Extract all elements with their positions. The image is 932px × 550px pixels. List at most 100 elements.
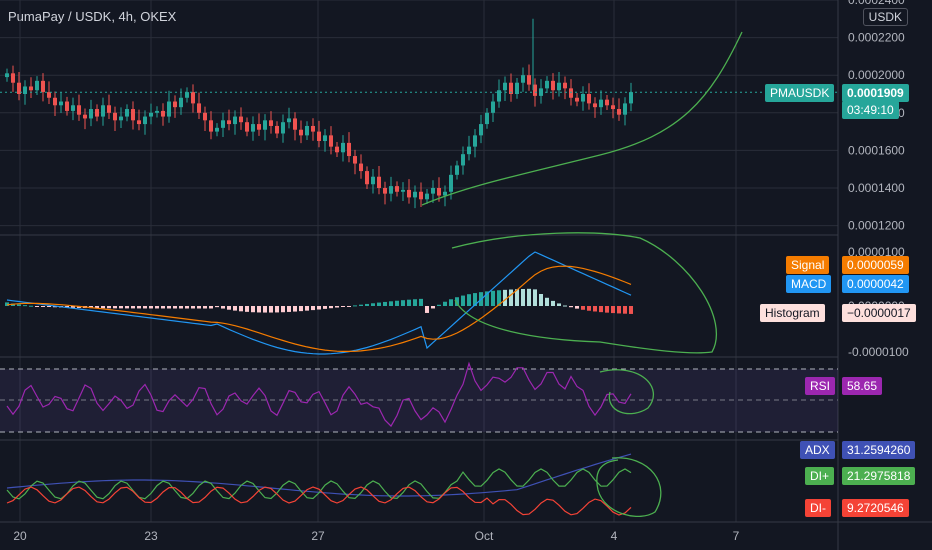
macd-histogram-bar bbox=[419, 298, 423, 306]
macd-histogram-bar bbox=[509, 289, 513, 306]
candle-body bbox=[125, 109, 129, 117]
candle-body bbox=[263, 120, 267, 130]
macd-histogram-bar bbox=[167, 306, 171, 309]
macd-histogram-bar bbox=[521, 289, 525, 306]
price-tick-label: 0.0001600 bbox=[848, 143, 905, 157]
macd-histogram-bar bbox=[257, 306, 261, 313]
rsi-value: 58.65 bbox=[842, 377, 883, 395]
macd-histogram-bar bbox=[71, 306, 75, 308]
di-plus-value: 21.2975818 bbox=[842, 467, 916, 485]
candle-body bbox=[395, 186, 399, 192]
price-tick-label: 0.0002400 bbox=[848, 0, 905, 7]
candle-body bbox=[503, 82, 507, 91]
candle-body bbox=[557, 82, 561, 91]
macd-histogram-bar bbox=[215, 306, 219, 308]
candle-body bbox=[77, 105, 81, 115]
candle-body bbox=[215, 127, 219, 132]
macd-histogram-bar bbox=[617, 306, 621, 314]
macd-histogram-bar bbox=[137, 306, 141, 309]
candle-body bbox=[527, 75, 531, 85]
candle-body bbox=[293, 118, 297, 130]
macd-histogram-bar bbox=[623, 306, 627, 314]
candle-body bbox=[137, 120, 141, 125]
signal-value: 0.0000059 bbox=[842, 256, 909, 274]
macd-histogram-bar bbox=[425, 306, 429, 313]
candle-body bbox=[173, 101, 177, 108]
price-tick-label: 0.0001200 bbox=[848, 219, 905, 233]
price-tick-label: 0.0002200 bbox=[848, 31, 905, 45]
candle-body bbox=[41, 80, 45, 93]
macd-histogram-bar bbox=[221, 306, 225, 309]
macd-histogram-bar bbox=[185, 306, 189, 309]
macd-histogram-bar bbox=[23, 305, 27, 307]
annotation-circle-rsi bbox=[599, 369, 654, 415]
candle-body bbox=[551, 80, 555, 91]
macd-histogram-bar bbox=[113, 306, 117, 309]
candle-body bbox=[425, 193, 429, 200]
candle-body bbox=[167, 101, 171, 117]
candle-body bbox=[179, 97, 183, 108]
candle-body bbox=[257, 124, 261, 130]
time-tick-label: 27 bbox=[311, 529, 325, 543]
candle-body bbox=[251, 124, 255, 132]
candle-body bbox=[269, 120, 273, 126]
macd-histogram-bar bbox=[413, 299, 417, 306]
macd-histogram-bar bbox=[389, 301, 393, 306]
macd-histogram-bar bbox=[203, 306, 207, 309]
candle-body bbox=[89, 109, 93, 119]
candle-body bbox=[461, 154, 465, 166]
macd-histogram-bar bbox=[365, 303, 369, 306]
macd-histogram-bar bbox=[47, 306, 51, 307]
candle-body bbox=[359, 163, 363, 172]
candle-body bbox=[239, 116, 243, 123]
candle-body bbox=[53, 97, 57, 106]
macd-histogram-bar bbox=[197, 306, 201, 309]
macd-histogram-bar bbox=[545, 297, 549, 306]
countdown-tag: 03:49:10 bbox=[842, 101, 899, 119]
candle-body bbox=[353, 156, 357, 164]
rsi-label: RSI bbox=[805, 377, 836, 395]
chart-title: PumaPay / USDK, 4h, OKEX bbox=[8, 9, 177, 24]
macd-histogram-bar bbox=[5, 302, 9, 306]
macd-histogram-bar bbox=[491, 290, 495, 306]
macd-histogram-bar bbox=[629, 306, 633, 314]
macd-histogram-bar bbox=[299, 306, 303, 312]
time-axis[interactable]: 20 23 27 Oct 4 7 bbox=[13, 529, 739, 543]
macd-histogram-bar bbox=[161, 306, 165, 309]
candle-body bbox=[107, 105, 111, 113]
symbol-tag: PMAUSDK bbox=[765, 84, 835, 102]
currency-badge[interactable]: USDK bbox=[862, 8, 908, 26]
candle-body bbox=[113, 112, 117, 121]
macd-histogram-bar bbox=[401, 300, 405, 306]
time-tick-label: 23 bbox=[144, 529, 158, 543]
time-tick-label: 4 bbox=[611, 529, 618, 543]
candle-body bbox=[341, 142, 345, 153]
annotation-circle-dmi bbox=[596, 457, 662, 517]
price-tick-label: 0.0002000 bbox=[848, 68, 905, 82]
macd-histogram-bar bbox=[611, 306, 615, 314]
di-minus-label: DI- bbox=[805, 499, 831, 517]
macd-histogram-bar bbox=[35, 306, 39, 307]
macd-histogram-bar bbox=[293, 306, 297, 312]
macd-histogram-bar bbox=[437, 304, 441, 306]
adx-value: 31.2594260 bbox=[842, 441, 916, 459]
candle-body bbox=[65, 101, 69, 111]
macd-histogram-bar bbox=[329, 306, 333, 309]
macd-histogram-bar bbox=[179, 306, 183, 309]
candle-body bbox=[5, 73, 9, 78]
candle-body bbox=[275, 125, 279, 134]
candle-body bbox=[575, 97, 579, 102]
candle-body bbox=[245, 122, 249, 132]
candle-body bbox=[467, 146, 471, 155]
macd-histogram-bar bbox=[323, 306, 327, 309]
rsi-line bbox=[6, 361, 632, 428]
macd-histogram-bar bbox=[467, 294, 471, 306]
macd-histogram-bar bbox=[377, 302, 381, 306]
candle-body bbox=[377, 176, 381, 188]
macd-histogram-bar bbox=[455, 297, 459, 306]
macd-histogram-bar bbox=[341, 306, 345, 307]
candle-body bbox=[23, 86, 27, 94]
macd-histogram-bar bbox=[119, 306, 123, 309]
candles bbox=[5, 18, 633, 209]
